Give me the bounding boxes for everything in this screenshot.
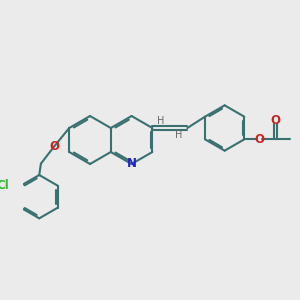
Text: N: N bbox=[127, 158, 136, 170]
Text: O: O bbox=[255, 133, 265, 146]
Text: H: H bbox=[157, 116, 164, 126]
Text: Cl: Cl bbox=[0, 179, 10, 192]
Text: O: O bbox=[49, 140, 59, 153]
Text: H: H bbox=[175, 130, 183, 140]
Text: O: O bbox=[270, 114, 280, 127]
